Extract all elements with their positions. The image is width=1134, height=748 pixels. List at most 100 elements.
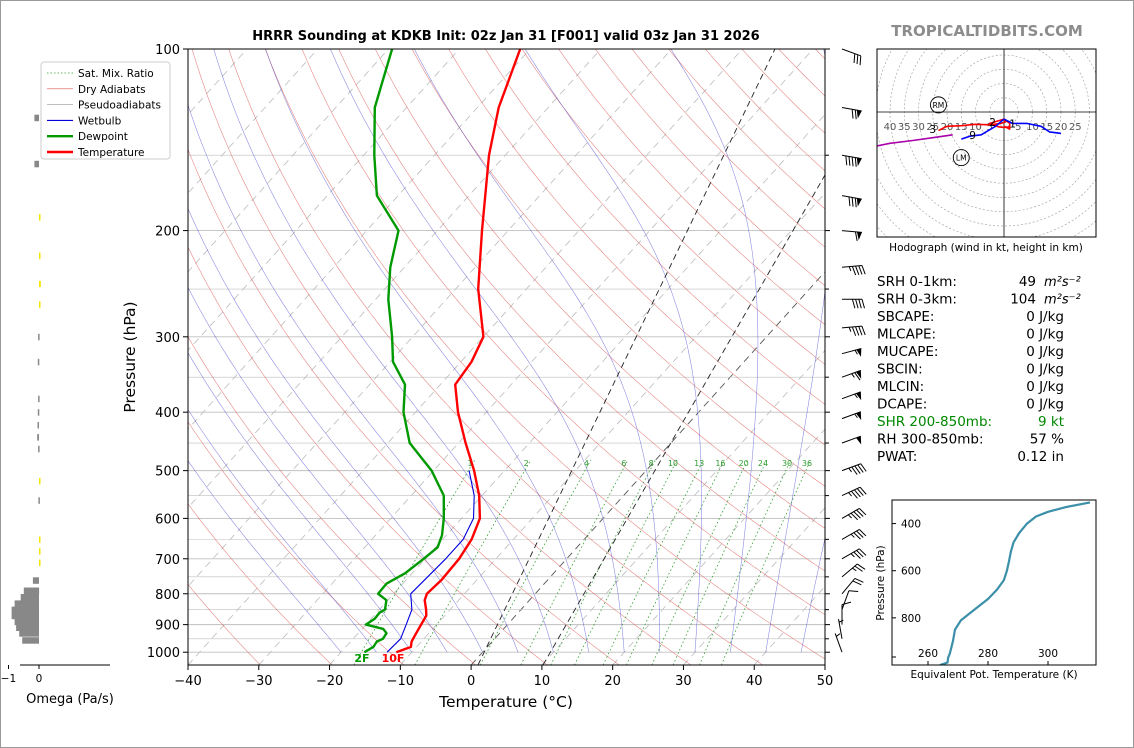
isotherm-line bbox=[188, 49, 460, 352]
skew-t-background-lines: 1 2 4 6 8 10 13 16 20 24 30 36 bbox=[188, 49, 825, 665]
omega-bar bbox=[34, 160, 39, 168]
legend-label: Dry Adiabats bbox=[78, 84, 146, 96]
omega-bar bbox=[39, 214, 41, 221]
y-axis-label: Pressure (hPa) bbox=[121, 301, 139, 412]
hodograph-title: Hodograph (wind in kt, height in km) bbox=[889, 242, 1083, 254]
dry-adiabat bbox=[188, 246, 548, 665]
mixing-ratio-line bbox=[574, 459, 678, 665]
wetbulb-line bbox=[386, 470, 475, 653]
dry-adiabat bbox=[191, 49, 692, 665]
hodograph-ring-label: 40 bbox=[884, 122, 897, 133]
y-tick-label: 400 bbox=[155, 406, 180, 421]
stat-value: 0 J/kg bbox=[1026, 327, 1064, 343]
dry-adiabat bbox=[521, 49, 825, 365]
stat-value: 0 J/kg bbox=[1026, 344, 1064, 360]
mixing-ratio-line bbox=[414, 459, 532, 665]
hodograph-ring-label: 25 bbox=[926, 122, 939, 133]
dry-adiabat bbox=[265, 49, 825, 660]
omega-bar bbox=[11, 606, 39, 614]
wind-barb bbox=[842, 298, 865, 309]
moist-adiabat bbox=[188, 460, 342, 653]
skew-t-frame bbox=[187, 48, 826, 666]
theta-e-line bbox=[939, 501, 1091, 665]
x-tick-label: 50 bbox=[817, 674, 834, 689]
omega-bar bbox=[37, 358, 40, 366]
x-axis-label: Temperature (°C) bbox=[438, 693, 573, 711]
x-tick-label: −20 bbox=[316, 674, 343, 689]
stat-value: 0 J/kg bbox=[1026, 309, 1064, 325]
y-tick-label: 600 bbox=[155, 512, 180, 527]
dry-adiabat bbox=[448, 49, 825, 446]
theta-e-y-tick-label: 400 bbox=[901, 519, 921, 531]
x-tick-label: −40 bbox=[174, 674, 201, 689]
legend-label: Wetbulb bbox=[78, 115, 122, 127]
isotherm-line bbox=[188, 49, 602, 509]
wind-barb bbox=[841, 548, 867, 560]
hodograph-ring-label: 20 bbox=[941, 122, 954, 133]
omega-panel: 0−1−2 Omega (Pa/s) bbox=[1, 114, 114, 707]
site-watermark: TROPICALTIDBITS.COM bbox=[891, 22, 1083, 40]
hodograph-trace bbox=[961, 118, 1005, 140]
wind-barb bbox=[841, 507, 867, 521]
wind-barb bbox=[841, 154, 862, 167]
surface-dewpoint-label: 2F bbox=[354, 652, 369, 665]
omega-bar bbox=[37, 434, 39, 441]
omega-bar bbox=[14, 618, 39, 626]
dry-adiabat bbox=[411, 49, 825, 487]
x-tick-label: −10 bbox=[387, 674, 414, 689]
stat-label: SBCAPE: bbox=[877, 309, 934, 325]
legend-box bbox=[40, 61, 171, 160]
omega-bar bbox=[39, 252, 41, 260]
hodograph-ring-label: 15 bbox=[1040, 122, 1053, 133]
theta-e-y-label: Pressure (hPa) bbox=[875, 545, 887, 620]
wind-barb bbox=[841, 590, 859, 610]
stat-value: 0 J/kg bbox=[1026, 362, 1064, 378]
hodograph-height-label: 9 bbox=[969, 130, 976, 142]
storm-motion-marker bbox=[952, 149, 970, 167]
stat-label: MLCIN: bbox=[877, 379, 924, 395]
isotherm-line bbox=[188, 49, 743, 665]
dry-adiabat bbox=[485, 49, 825, 405]
stat-label: MUCAPE: bbox=[877, 344, 938, 360]
hodograph-ring-label: 10 bbox=[969, 122, 982, 133]
dewpoint-line bbox=[363, 49, 445, 654]
omega-bar bbox=[37, 422, 39, 429]
mixing-ratio-line bbox=[699, 459, 792, 665]
wind-barb bbox=[841, 411, 862, 421]
moist-adiabat bbox=[800, 536, 825, 653]
theta-e-y-tick-label: 600 bbox=[901, 566, 921, 578]
skew-t-axes: −40 −30 −20 −10 0 10 20 30 40 50 100 200 300 400 500 60… bbox=[147, 43, 833, 689]
mixing-ratio-label: 16 bbox=[715, 459, 725, 468]
theta-e-frame bbox=[891, 499, 1097, 666]
wind-barb bbox=[841, 391, 862, 401]
mixing-ratio-label: 36 bbox=[802, 459, 812, 468]
dry-adiabat bbox=[188, 148, 620, 665]
stat-value: 9 kt bbox=[1038, 414, 1064, 430]
stat-label: RH 300-850mb: bbox=[877, 432, 984, 448]
omega-bar bbox=[39, 536, 41, 543]
dry-adiabat bbox=[188, 503, 333, 665]
stat-label: SRH 0-1km: bbox=[877, 274, 957, 290]
hodograph-frame bbox=[876, 48, 1097, 238]
isotherm-line bbox=[400, 192, 825, 665]
surface-temperature-label: 10F bbox=[382, 652, 405, 665]
hodograph-ring-label: 5 bbox=[1015, 122, 1021, 133]
stat-label: MLCAPE: bbox=[877, 327, 936, 343]
legend-item: Pseudoadiabats bbox=[47, 100, 161, 112]
storm-motion-label: RM bbox=[933, 101, 945, 110]
stat-label: SBCIN: bbox=[877, 362, 923, 378]
omega-bar bbox=[14, 600, 39, 607]
theta-e-x-tick-label: 260 bbox=[918, 648, 938, 660]
x-tick-label: 0 bbox=[467, 674, 475, 689]
moist-adiabat bbox=[670, 49, 759, 653]
dry-adiabat bbox=[188, 336, 476, 665]
theta-e-panel: 260 280 300 400 600 800 Equivalent Pot. Tempe… bbox=[875, 499, 1097, 681]
wind-barb bbox=[841, 348, 862, 357]
moist-adiabat bbox=[188, 409, 377, 653]
isotherm-line bbox=[188, 49, 531, 430]
stats-table: SRH 0-1km: 49 m²s⁻² SRH 0-3km: 104 m²s⁻² SBCAP… bbox=[877, 274, 1081, 465]
omega-bar bbox=[34, 114, 39, 122]
y-tick-label: 200 bbox=[155, 225, 180, 240]
omega-bar bbox=[19, 630, 39, 637]
moist-adiabat bbox=[188, 104, 519, 653]
